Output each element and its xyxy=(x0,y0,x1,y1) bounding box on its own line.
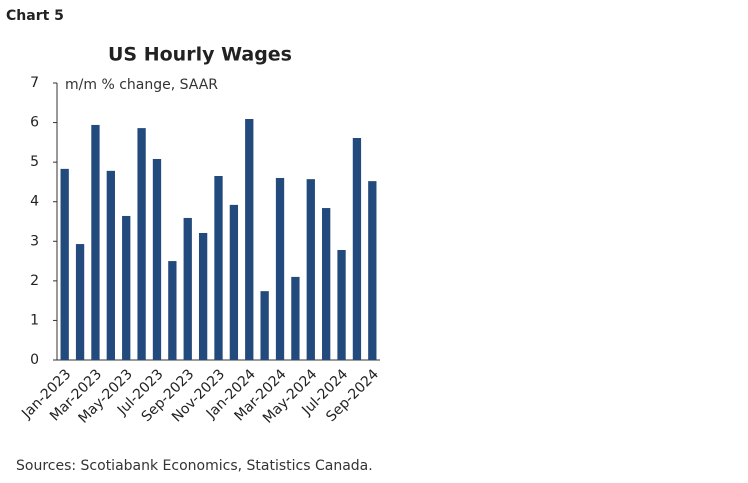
bar xyxy=(152,158,162,360)
bar xyxy=(75,244,85,360)
bar xyxy=(168,261,177,360)
y-tick-label: 2 xyxy=(30,273,39,289)
bar xyxy=(306,179,315,360)
y-tick-label: 0 xyxy=(30,352,39,368)
bar xyxy=(60,168,69,360)
source-note: Sources: Scotiabank Economics, Statistic… xyxy=(16,458,373,474)
y-tick-label: 5 xyxy=(30,154,39,170)
chart-subtitle: m/m % change, SAAR xyxy=(65,77,218,93)
y-tick-label: 6 xyxy=(30,115,39,131)
chart-label: Chart 5 xyxy=(6,8,64,24)
y-tick-label: 3 xyxy=(30,233,39,249)
bar xyxy=(198,232,208,360)
bar xyxy=(275,177,285,360)
bar xyxy=(291,276,300,360)
bar xyxy=(352,138,362,360)
bar xyxy=(368,181,377,360)
bar xyxy=(214,175,223,360)
y-tick-label: 7 xyxy=(30,75,39,91)
bar xyxy=(260,291,269,360)
bar xyxy=(122,215,131,360)
bar xyxy=(137,128,146,360)
y-tick-label: 4 xyxy=(30,194,39,210)
bar xyxy=(183,217,192,360)
bar xyxy=(322,208,331,360)
y-tick-label: 1 xyxy=(30,312,39,328)
bar xyxy=(229,204,239,360)
bar xyxy=(337,249,346,360)
chart-title: US Hourly Wages xyxy=(108,44,292,66)
bar xyxy=(245,119,254,360)
bar xyxy=(91,124,100,361)
bar xyxy=(106,170,115,360)
